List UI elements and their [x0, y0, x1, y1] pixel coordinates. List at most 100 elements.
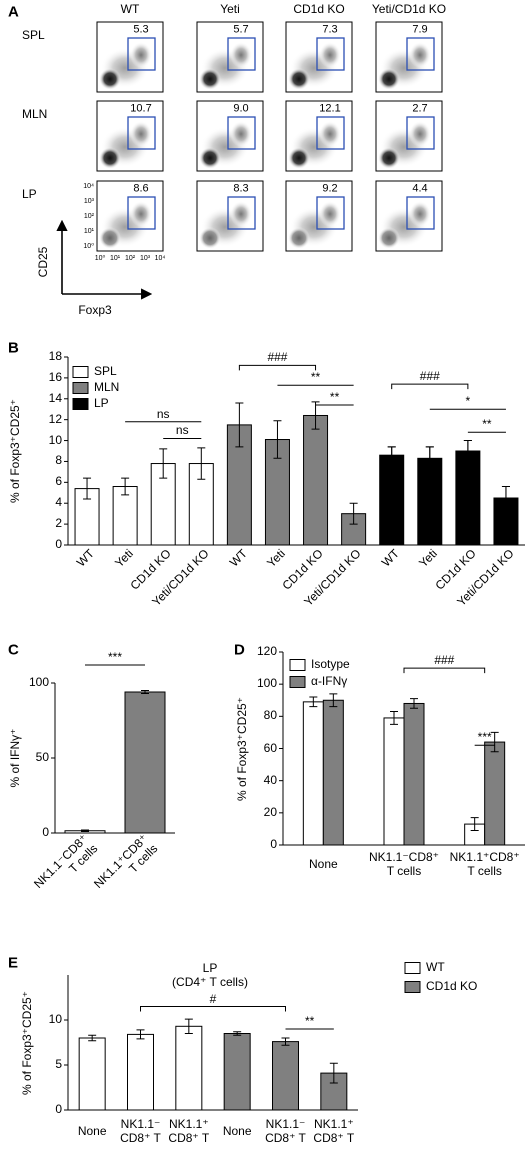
bar — [341, 513, 367, 546]
x-tick-label: NK1.1⁺CD8⁺ T cells — [449, 850, 520, 878]
cell-cluster — [199, 227, 221, 249]
y-tick-label: 0 — [55, 537, 62, 552]
bar — [383, 717, 405, 846]
gate-percentage: 8.6 — [133, 182, 149, 195]
significance-label: ** — [310, 370, 321, 385]
gated-cells — [319, 121, 341, 147]
x-decade-label: 10⁰ — [94, 254, 106, 262]
error-bar — [184, 1018, 193, 1034]
y-axis-label: % of Foxp3⁺CD25⁺ — [8, 398, 23, 504]
significance-label: *** — [107, 650, 123, 665]
significance-label: ** — [329, 390, 340, 405]
bar — [78, 1037, 106, 1111]
significance-label: * — [465, 394, 471, 409]
row-label: SPL — [22, 28, 45, 43]
gate — [316, 116, 345, 150]
gated-cells — [230, 201, 252, 227]
y-tick-label: 5 — [55, 1057, 62, 1072]
error-bar — [309, 696, 318, 708]
error-bar-top — [425, 446, 434, 459]
y-tick-label: 16 — [48, 369, 62, 384]
cell-cluster — [288, 227, 310, 249]
y-tick-label: 40 — [263, 772, 277, 787]
gate-percentage: 9.0 — [233, 102, 249, 115]
y-tick-label: 18 — [48, 349, 62, 364]
bar — [379, 454, 405, 546]
gate — [127, 116, 156, 150]
bar — [322, 699, 344, 846]
gate — [316, 196, 345, 230]
panel-letter: A — [8, 3, 19, 21]
bar — [175, 1025, 203, 1111]
y-tick-label: 50 — [35, 750, 49, 765]
legend-swatch — [289, 659, 306, 671]
row-label: LP — [22, 187, 37, 202]
legend-swatch — [72, 382, 89, 394]
y-tick-label: 60 — [263, 740, 277, 755]
y-tick-label: 120 — [256, 644, 277, 659]
y-axis-label: % of Foxp3⁺CD25⁺ — [20, 990, 35, 1095]
bar — [124, 691, 166, 834]
cell-cluster — [378, 227, 400, 249]
x-tick-label: None — [77, 1124, 107, 1139]
cell-cluster — [378, 68, 400, 90]
error-bar — [390, 711, 398, 725]
error-bar-top — [463, 440, 472, 451]
gate — [316, 37, 345, 71]
gated-cells — [319, 201, 341, 227]
significance-label: ns — [175, 423, 189, 438]
gate-percentage: 9.2 — [322, 182, 338, 195]
gate — [406, 196, 435, 230]
significance-label: ns — [156, 406, 170, 421]
significance-label: # — [209, 991, 217, 1006]
gate-percentage: 8.3 — [233, 182, 249, 195]
x-axis-label: Foxp3 — [78, 303, 112, 318]
y-tick-label: 12 — [48, 411, 62, 426]
bar — [455, 450, 481, 546]
significance-label: ### — [434, 653, 455, 668]
significance-label: ### — [419, 369, 440, 384]
error-bar — [470, 817, 479, 832]
legend-label: CD1d KO — [426, 979, 478, 994]
x-decade-label: 10⁴ — [154, 254, 166, 262]
legend-label: Isotype — [311, 657, 350, 672]
bar — [272, 1041, 299, 1111]
gate-percentage: 7.9 — [412, 23, 428, 36]
x-decade-label: 10³ — [139, 254, 151, 262]
gate — [406, 116, 435, 150]
gated-cells — [319, 42, 341, 68]
y-decade-label: 10⁰ — [83, 242, 94, 250]
error-bar — [273, 420, 282, 459]
legend-label: LP — [94, 396, 109, 411]
gate-percentage: 4.4 — [412, 182, 428, 195]
significance-bracket — [391, 383, 469, 390]
column-header: Yeti/CD1d KO — [371, 2, 447, 17]
y-tick-label: 80 — [263, 708, 277, 723]
x-tick-label: NK1.1⁻ CD8⁺ T — [265, 1117, 306, 1145]
x-tick-label: None — [308, 857, 338, 872]
significance-label: ** — [482, 417, 492, 432]
bar — [302, 701, 324, 846]
error-bar — [88, 1034, 97, 1042]
error-bar — [349, 502, 358, 525]
x-tick-label: NK1.1⁻ CD8⁺ T — [120, 1117, 161, 1145]
y-axis-label: % of Foxp3⁺CD25⁺ — [235, 696, 250, 801]
legend-swatch — [404, 962, 421, 974]
cell-cluster — [199, 147, 221, 169]
y-axis-label: CD25 — [36, 246, 51, 278]
error-bar — [329, 1062, 338, 1084]
y-tick-label: 100 — [256, 676, 277, 691]
x-tick-label: None — [222, 1124, 252, 1139]
y-decade-label: 10² — [83, 212, 94, 220]
cell-cluster — [378, 147, 400, 169]
y-axis-label: % of IFNγ⁺ — [8, 728, 23, 788]
x-decade-label: 10¹ — [109, 254, 121, 262]
error-bar — [159, 448, 168, 479]
error-bar — [281, 1037, 290, 1046]
chart-subtitle: LP (CD4⁺ T cells) — [172, 961, 248, 989]
bar — [150, 463, 176, 546]
error-bar — [121, 477, 130, 496]
x-tick-label: NK1.1⁻CD8⁺ T cells — [368, 850, 440, 878]
